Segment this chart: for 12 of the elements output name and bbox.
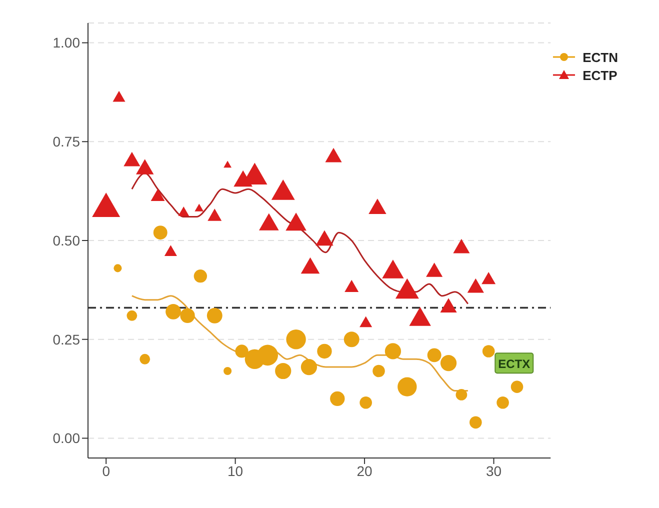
- x-tick-label: 0: [102, 462, 110, 479]
- legend-label: ECTP: [582, 68, 618, 82]
- x-tick-label: 10: [228, 462, 244, 479]
- legend-label: ECTN: [582, 50, 618, 64]
- y-tick-label: 0.50: [52, 232, 80, 248]
- y-tick-label: 0.25: [52, 331, 80, 348]
- y-tick-label: 0.00: [52, 430, 80, 446]
- y-tick-label: 1.00: [52, 34, 80, 51]
- annotation: ECTX: [498, 357, 530, 372]
- x-tick-label: 30: [486, 462, 502, 479]
- y-tick-label: 0.75: [52, 134, 80, 150]
- x-tick-label: 20: [356, 462, 373, 479]
